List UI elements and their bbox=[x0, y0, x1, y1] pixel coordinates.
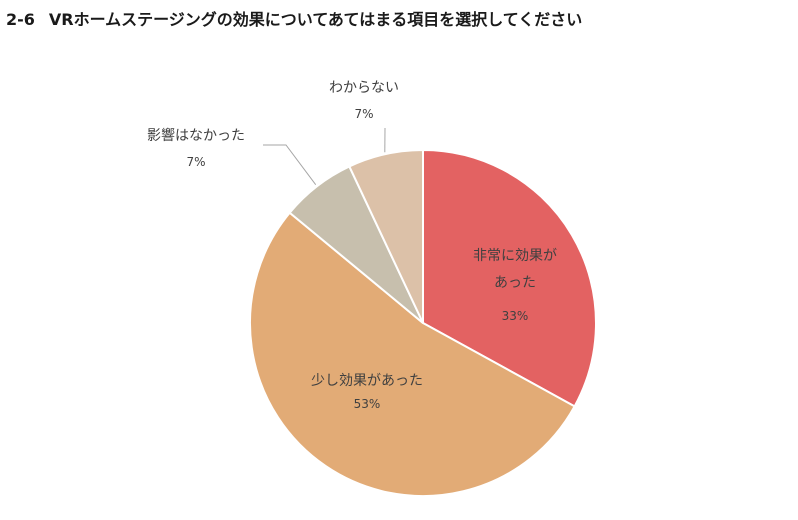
pie-slice bbox=[348, 148, 424, 324]
slice-label: 少し効果があった bbox=[311, 373, 423, 389]
slice-label: あった bbox=[494, 275, 536, 291]
slice-percent-label: 7% bbox=[186, 155, 205, 169]
pie-slice bbox=[248, 211, 576, 498]
leader-line bbox=[263, 144, 317, 185]
pie-slice bbox=[422, 148, 597, 408]
slice-percent-label: 7% bbox=[354, 107, 373, 121]
question-text: VRホームステージングの効果についてあてはまる項目を選択してください bbox=[48, 10, 583, 29]
slice-label: 非常に効果が bbox=[473, 248, 557, 264]
slice-percent-label: 33% bbox=[502, 309, 529, 323]
page-title: 2-6 VRホームステージングの効果についてあてはまる項目を選択してください bbox=[6, 6, 582, 30]
slice-label: わからない bbox=[329, 80, 399, 96]
pie-slices bbox=[248, 148, 597, 498]
question-number: 2-6 bbox=[6, 10, 35, 29]
slice-percent-label: 53% bbox=[354, 397, 381, 411]
slice-label: 影響はなかった bbox=[147, 127, 245, 144]
